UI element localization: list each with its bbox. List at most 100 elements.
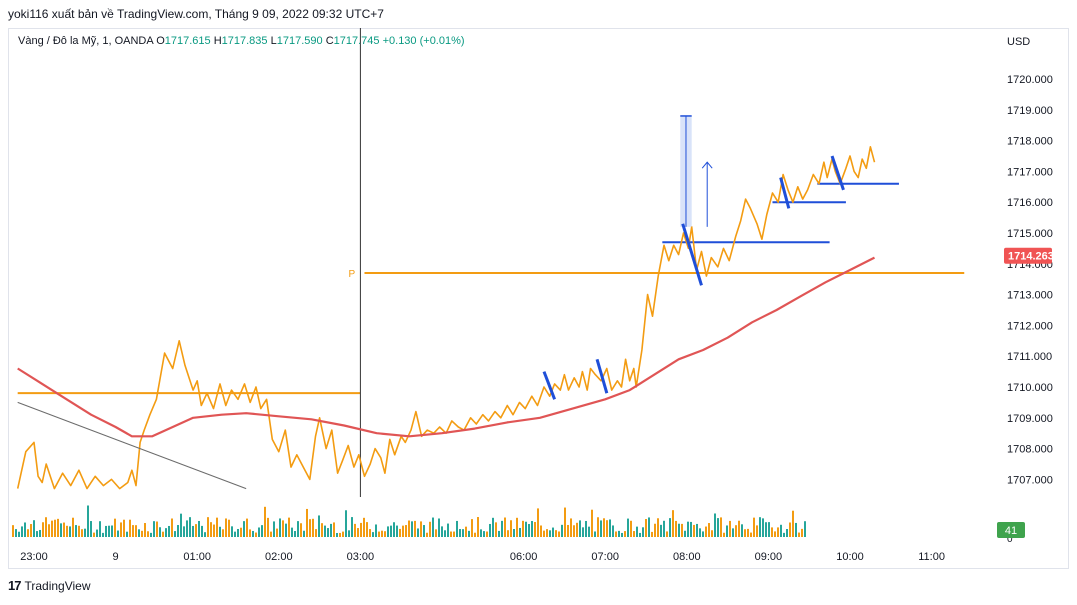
low-label: L	[270, 35, 277, 47]
volume-bar	[750, 532, 752, 537]
volume-bar	[591, 509, 593, 537]
volume-bar	[786, 529, 788, 537]
chart-frame[interactable]	[8, 28, 1069, 569]
volume-bar	[192, 525, 194, 537]
price-tick-label: 1718.000	[1007, 136, 1053, 148]
volume-bar	[438, 518, 440, 537]
volume-bar	[156, 521, 158, 537]
tradingview-logo-icon[interactable]: 17	[8, 578, 22, 593]
volume-bar	[657, 518, 659, 537]
volume-bar	[24, 522, 26, 537]
volume-bar	[558, 531, 560, 537]
volume-bar	[297, 521, 299, 537]
time-tick-label: 02:00	[265, 551, 293, 563]
volume-bar	[327, 528, 329, 537]
volume-bar	[567, 524, 569, 537]
volume-bar	[699, 528, 701, 537]
open-label: O	[156, 35, 165, 47]
volume-bar	[486, 531, 488, 537]
volume-bar	[66, 525, 68, 537]
open-value: 1717.615	[164, 35, 211, 47]
volume-bar	[219, 526, 221, 537]
volume-bar	[621, 532, 623, 537]
volume-bar	[117, 530, 119, 537]
volume-bar	[570, 518, 572, 537]
volume-bar	[531, 520, 533, 537]
volume-bar	[45, 517, 47, 537]
volume-bar	[51, 520, 53, 537]
volume-bar	[681, 523, 683, 537]
close-label: C	[325, 35, 334, 47]
volume-bar	[321, 523, 323, 537]
volume-bar	[216, 517, 218, 537]
time-tick-label: 07:00	[591, 551, 619, 563]
volume-bar	[342, 531, 344, 537]
drawings	[17, 115, 845, 490]
volume-bar	[414, 520, 416, 537]
volume-bar	[345, 510, 347, 537]
volume-bar	[186, 520, 188, 537]
volume-bar	[135, 525, 137, 537]
volume-bar	[90, 521, 92, 537]
volume-bar	[93, 532, 95, 537]
volume-bar	[261, 525, 263, 537]
volume-bar	[543, 530, 545, 537]
ohlc-legend: Vàng / Đô la Mỹ, 1, OANDA O1717.615 H171…	[18, 35, 465, 47]
volume-bar	[351, 517, 353, 537]
volume-bar	[210, 522, 212, 537]
volume-bar	[600, 520, 602, 537]
volume-bar	[189, 517, 191, 537]
volume-bar	[717, 518, 719, 537]
volume-bar	[801, 528, 803, 537]
volume-bar	[519, 527, 521, 537]
volume-bar	[255, 532, 257, 537]
volume-bar	[507, 530, 509, 537]
volume-bar	[165, 528, 167, 537]
volume-bar	[228, 519, 230, 537]
volume-bar	[204, 532, 206, 537]
volume-bar	[369, 529, 371, 537]
volume-bar	[555, 530, 557, 537]
volume-bar	[468, 530, 470, 537]
volume-bar	[753, 517, 755, 537]
volume-bar	[573, 525, 575, 537]
volume-bar	[171, 518, 173, 537]
time-tick-label: 23:00	[20, 551, 48, 563]
volume-bar	[384, 531, 386, 537]
price-tick-label: 1711.000	[1007, 351, 1052, 363]
volume-bar	[378, 531, 380, 537]
volume-bar	[366, 522, 368, 537]
volume-bar	[636, 526, 638, 537]
volume-bar	[477, 517, 479, 537]
volume-bar	[594, 531, 596, 537]
volume-bar	[231, 526, 233, 537]
volume-bar	[645, 519, 647, 537]
volume-bar	[33, 520, 35, 537]
volume-bar	[765, 522, 767, 537]
price-tick-label: 1717.000	[1007, 166, 1053, 178]
volume-bar	[246, 518, 248, 537]
time-tick-label: 03:00	[347, 551, 375, 563]
volume-bar	[387, 526, 389, 537]
volume-bar	[777, 527, 779, 537]
volume-bar	[627, 518, 629, 537]
volume-bar	[474, 532, 476, 537]
volume-bar	[465, 526, 467, 537]
volume-bar	[198, 520, 200, 537]
volume-bar	[108, 525, 110, 537]
volume-bar	[150, 532, 152, 537]
volume-bar	[687, 521, 689, 537]
volume-bar	[315, 529, 317, 537]
price-line	[16, 146, 876, 490]
volume-bar	[252, 530, 254, 537]
volume-bar	[426, 532, 428, 537]
volume-bar	[405, 525, 407, 537]
volume-bar	[795, 522, 797, 537]
volume-bar	[447, 523, 449, 537]
volume-bar	[180, 513, 182, 537]
volume-bar	[243, 521, 245, 537]
volume-bar	[174, 531, 176, 537]
volume-bar	[666, 531, 668, 537]
price-tick-label: 1708.000	[1007, 444, 1053, 456]
